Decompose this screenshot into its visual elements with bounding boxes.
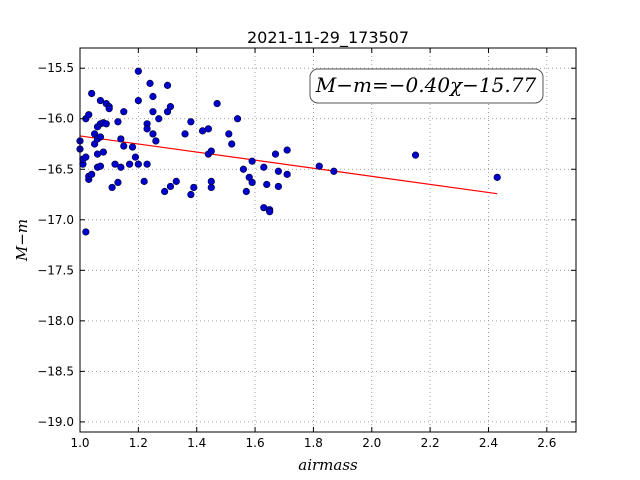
data-point [143, 125, 151, 133]
data-point [239, 165, 247, 173]
data-point [283, 146, 291, 154]
data-point [274, 182, 283, 191]
data-point [108, 183, 116, 192]
x-tick-label: 1.6 [246, 436, 265, 450]
y-tick-label: −17.5 [37, 263, 74, 277]
x-axis-label: airmass [298, 456, 358, 474]
data-point [166, 182, 175, 191]
x-tick-label: 1.0 [70, 436, 89, 450]
grid [79, 48, 576, 432]
data-point [82, 228, 90, 236]
data-point [225, 130, 233, 138]
data-point [190, 183, 198, 192]
data-point [187, 190, 195, 199]
data-point [263, 180, 271, 189]
data-point [260, 163, 268, 171]
data-point [266, 208, 274, 216]
data-point [102, 120, 110, 128]
y-tick-label: −19.0 [37, 415, 74, 429]
annotation-text: M−m=−0.40χ−15.77 [315, 73, 537, 97]
data-point [315, 162, 323, 170]
data-point [114, 118, 122, 126]
data-point [271, 150, 280, 158]
y-tick-label: −15.5 [37, 61, 74, 75]
data-point [134, 96, 142, 105]
data-point [207, 183, 215, 192]
y-axis-label: M−m [13, 219, 31, 262]
fit-annotation: M−m=−0.40χ−15.77 [309, 68, 544, 104]
x-tick-label: 2.4 [479, 436, 498, 450]
annotation-box [309, 68, 544, 104]
data-point [131, 153, 140, 161]
data-point [82, 153, 90, 161]
data-point [128, 143, 137, 151]
y-tick-label: −16.0 [37, 112, 74, 126]
data-point [96, 162, 105, 170]
data-point [233, 115, 242, 123]
data-point [204, 125, 212, 133]
data-point [140, 177, 148, 185]
data-point [126, 160, 134, 168]
data-point [134, 67, 142, 75]
data-point [105, 105, 113, 113]
data-point [493, 173, 501, 181]
data-point [330, 167, 338, 175]
y-tick-label: −16.5 [37, 162, 74, 176]
x-tick-label: 1.2 [129, 436, 148, 450]
data-point [149, 108, 157, 116]
data-point [283, 170, 291, 178]
data-point [143, 160, 151, 168]
data-point [248, 157, 256, 165]
data-point [248, 178, 256, 186]
data-point [120, 108, 128, 116]
data-point [228, 140, 236, 148]
data-point [411, 151, 420, 159]
data-point [134, 160, 142, 168]
x-tick-label: 1.8 [304, 436, 323, 450]
y-tick-label: −17.0 [37, 213, 74, 227]
data-point [96, 133, 105, 141]
x-tick-label: 2.2 [421, 436, 440, 450]
data-point [99, 148, 107, 156]
data-point [274, 167, 283, 175]
data-point [120, 142, 128, 150]
data-point [213, 99, 221, 108]
data-point [155, 115, 163, 123]
axis-ticks: 1.0 1.2 1.4 1.6 1.8 2.0 2.2 2.4 2.6 −15.5 −16.0 −16… [37, 48, 576, 450]
data-point [207, 177, 215, 185]
data-point [96, 96, 105, 105]
data-point [114, 178, 122, 186]
data-point [181, 130, 189, 138]
y-tick-label: −18.0 [37, 314, 74, 328]
data-point [172, 177, 180, 185]
data-point [187, 118, 195, 126]
data-point [152, 137, 160, 145]
data-point [149, 92, 157, 101]
chart-title: 2021-11-29_173507 [247, 28, 409, 48]
plot-frame [79, 47, 577, 433]
y-tick-label: −18.5 [37, 364, 74, 378]
data-points [76, 67, 501, 236]
data-point [88, 89, 96, 98]
data-point [85, 111, 93, 119]
data-point [242, 187, 250, 196]
data-point [117, 135, 125, 143]
data-point [117, 163, 125, 171]
data-point [166, 103, 175, 111]
data-point [207, 147, 215, 155]
x-tick-label: 1.4 [187, 436, 206, 450]
x-tick-label: 2.6 [537, 436, 556, 450]
x-tick-label: 2.0 [362, 436, 381, 450]
data-point [149, 130, 157, 138]
data-point [88, 170, 96, 178]
data-point [111, 160, 119, 168]
fit-line [79, 135, 498, 195]
data-point [163, 81, 172, 89]
data-point [146, 79, 154, 87]
data-point [161, 187, 169, 196]
